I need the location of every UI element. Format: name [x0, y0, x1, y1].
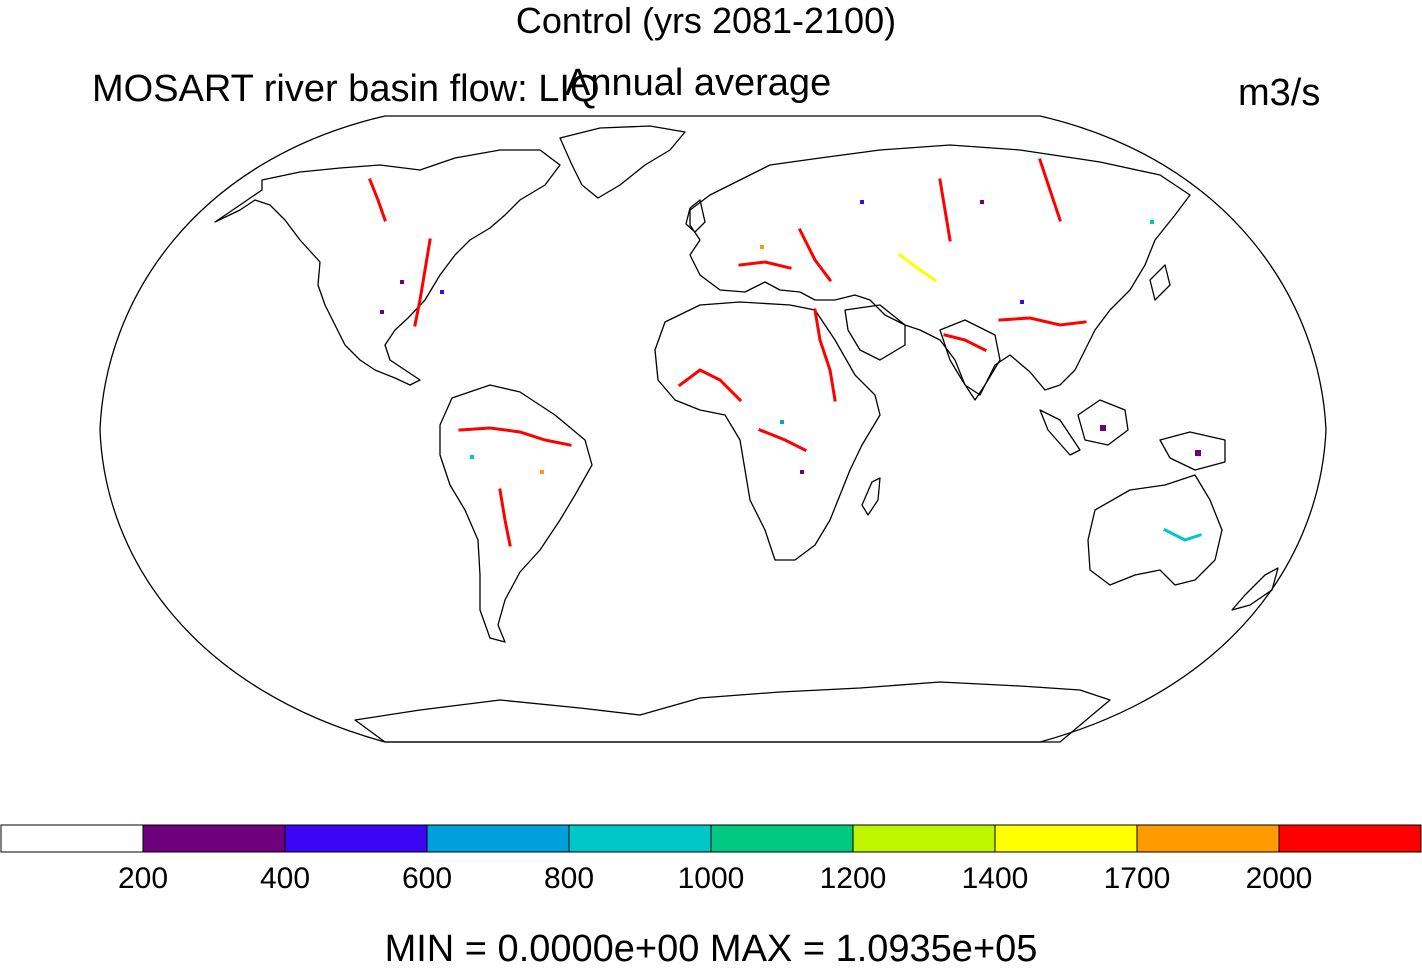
uk-coast [685, 199, 706, 233]
variable-label: MOSART river basin flow: LIQ [92, 68, 600, 110]
colorbar-swatch [710, 824, 854, 853]
colorbar-swatch [284, 824, 428, 853]
river-mackenzie [368, 178, 387, 222]
scatter-cells [380, 200, 1201, 474]
madagascar-coast [861, 477, 881, 516]
river-danube [738, 260, 792, 270]
period-label: Annual average [565, 62, 832, 104]
river-flow-cells [368, 158, 1202, 547]
antarctica-coast [354, 681, 1111, 743]
new-guinea-coast [1159, 431, 1226, 471]
colorbar-labels: 200 400 600 800 1000 1200 1400 1700 2000 [0, 862, 1422, 902]
colorbar-tick-label: 2000 [1245, 862, 1313, 895]
river-nile [813, 308, 837, 402]
south-america-coast [439, 384, 593, 643]
world-map [99, 115, 1327, 743]
colorbar-swatch [1278, 824, 1422, 853]
colorbar-tick-label: 600 [401, 862, 453, 895]
river-yangtze [998, 316, 1087, 327]
coastlines [214, 125, 1279, 743]
units-label: m3/s [1238, 72, 1321, 114]
africa-coast [654, 301, 881, 561]
river-mississippi [413, 238, 432, 327]
plot-title: Control (yrs 2081-2100) [515, 0, 897, 41]
river-niger [677, 368, 743, 403]
colorbar-swatch [994, 824, 1138, 853]
borneo-coast [1077, 399, 1129, 446]
india-coast [939, 319, 1001, 401]
colorbar-swatch [568, 824, 712, 853]
colorbar-tick-label: 1700 [1103, 862, 1171, 895]
australia-coast [1087, 474, 1223, 586]
river-ganges [943, 333, 988, 353]
river-amazon [458, 426, 572, 447]
river-lena [1038, 158, 1062, 222]
colorbar-tick-label: 400 [259, 862, 311, 895]
colorbar [0, 824, 1422, 853]
colorbar-tick-label: 800 [543, 862, 595, 895]
arabia-coast [844, 304, 906, 361]
river-murray [1162, 527, 1202, 542]
colorbar-swatch [852, 824, 996, 853]
river-parana [498, 488, 512, 547]
river-ob [938, 178, 952, 242]
colorbar-swatch [426, 824, 570, 853]
new-zealand-coast [1231, 567, 1279, 611]
sumatra-coast [1039, 409, 1081, 456]
eurasia-coast [689, 144, 1191, 396]
river-volga [797, 227, 833, 283]
colorbar-tick-label: 1200 [819, 862, 887, 895]
colorbar-tick-label: 1400 [961, 862, 1029, 895]
north-america-coast [214, 149, 561, 386]
colorbar-swatch [1136, 824, 1280, 853]
colorbar-tick-label: 200 [117, 862, 169, 895]
colorbar-swatch [0, 824, 144, 853]
greenland-coast [559, 125, 686, 199]
colorbar-tick-label: 1000 [677, 862, 745, 895]
colorbar-swatch [142, 824, 286, 853]
japan-coast [1149, 264, 1171, 301]
map-frame [99, 115, 1327, 743]
river-yellow [897, 252, 938, 283]
river-congo [758, 428, 808, 453]
min-max-label: MIN = 0.0000e+00 MAX = 1.0935e+05 [384, 928, 1038, 970]
